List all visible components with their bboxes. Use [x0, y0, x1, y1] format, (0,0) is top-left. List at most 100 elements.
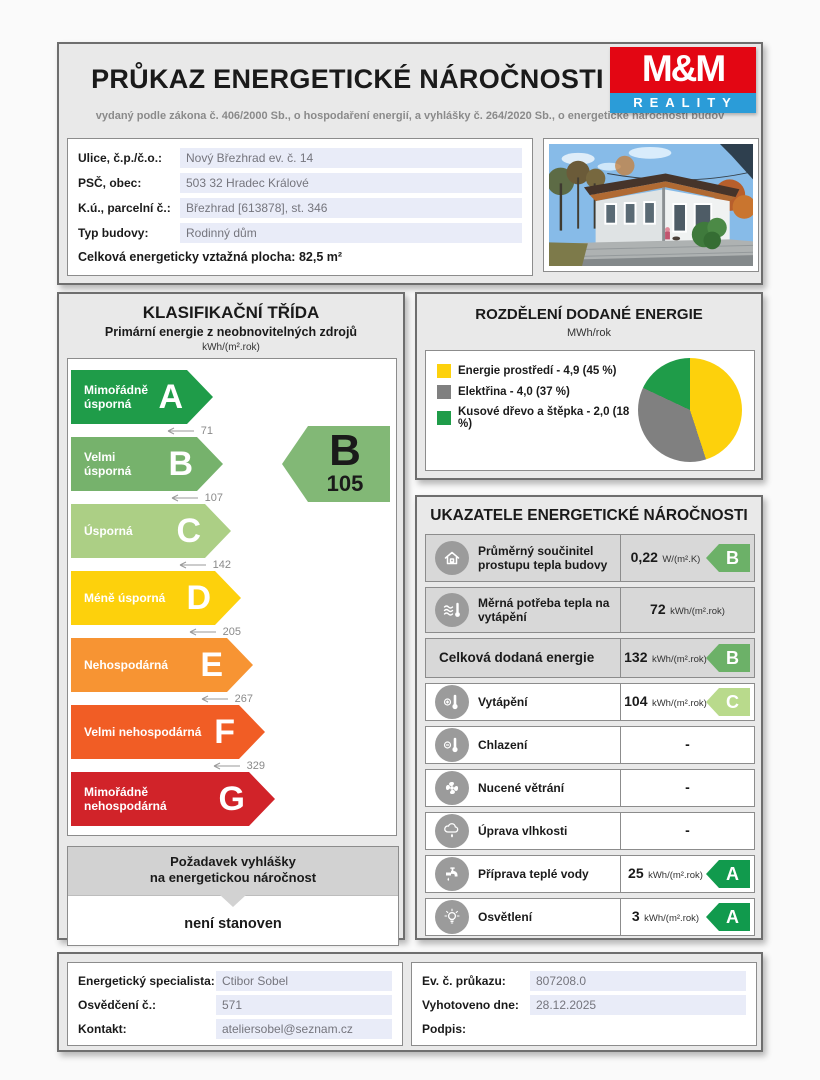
heating-icon: [435, 685, 469, 719]
threshold-row: 107: [71, 491, 223, 504]
signature-value: [530, 1026, 746, 1032]
indicator-row-hot-water: Příprava teplé vody 25 kWh/(m².rok) A: [425, 855, 755, 893]
footer-row: Kontakt: ateliersobel@seznam.cz: [78, 1019, 392, 1039]
registration-box: Ev. č. průkazu: 807208.0 Vyhotoveno dne:…: [411, 962, 757, 1046]
hot-water-icon: [435, 857, 469, 891]
indicator-row-total-energy: Celková dodaná energie 132 kWh/(m².rok) …: [425, 638, 755, 678]
scale-bar-a: Mimořádně úsporná A: [71, 370, 213, 424]
footer: Energetický specialista: Ctibor Sobel Os…: [57, 952, 763, 1052]
address-row: Typ budovy: Rodinný dům: [78, 223, 522, 243]
threshold-arrow-icon: [213, 762, 240, 769]
footer-row: Energetický specialista: Ctibor Sobel: [78, 971, 392, 991]
classification-title: KLASIFIKAČNÍ TŘÍDA: [142, 303, 320, 322]
scale-bar-d: Méně úsporná D: [71, 571, 241, 625]
specialist-name-value: Ctibor Sobel: [216, 971, 392, 991]
building-type-value: Rodinný dům: [180, 223, 522, 243]
footer-row: Podpis:: [422, 1019, 746, 1039]
rating-arrow: B 105: [282, 426, 390, 502]
parcel-value: Březhrad [613878], st. 346: [180, 198, 522, 218]
requirement-box: Požadavek vyhlášky na energetickou nároč…: [67, 846, 399, 946]
footer-row: Ev. č. průkazu: 807208.0: [422, 971, 746, 991]
threshold-arrow-icon: [171, 494, 198, 501]
building-heat-transfer-icon: [435, 541, 469, 575]
energy-scale: Mimořádně úsporná A 71 Velmi úsporná B 1…: [67, 358, 397, 836]
classification-unit: kWh/(m².rok): [202, 342, 260, 353]
indicator-row-cooling: Chlazení -: [425, 726, 755, 764]
grade-badge: B: [706, 544, 750, 572]
cooling-icon: [435, 728, 469, 762]
address-row: PSČ, obec: 503 32 Hradec Králové: [78, 173, 522, 193]
indicator-value: 104 kWh/(m².rok): [624, 693, 707, 709]
field-label: Typ budovy:: [78, 226, 149, 240]
rating-letter: B: [329, 426, 361, 476]
threshold-row: 329: [71, 759, 265, 772]
threshold-row: 71: [71, 424, 213, 437]
classification-panel: KLASIFIKAČNÍ TŘÍDA Primární energie z ne…: [57, 292, 405, 946]
address-row: K.ú., parcelní č.: Březhrad [613878], st…: [78, 198, 522, 218]
legend-item: Energie prostředí - 4,9 (45 %): [437, 364, 638, 378]
legend-item: Elektřina - 4,0 (37 %): [437, 385, 638, 399]
legend-swatch-yellow: [437, 364, 451, 378]
logo-mm-text: M&M: [610, 47, 756, 93]
indicator-value: 132 kWh/(m².rok): [624, 649, 707, 665]
threshold-arrow-icon: [201, 695, 228, 702]
reference-area-line: Celková energeticky vztažná plocha: 82,5…: [78, 250, 522, 264]
logo-reality-text: REALITY: [610, 93, 756, 113]
delivered-energy-unit: MWh/rok: [567, 327, 611, 339]
indicator-row-ventilation: Nucené větrání -: [425, 769, 755, 807]
grade-badge: A: [706, 860, 750, 888]
indicator-row-humidity: Úprava vlhkosti -: [425, 812, 755, 850]
ventilation-icon: [435, 771, 469, 805]
indicator-value: -: [685, 822, 690, 838]
building-photo: [543, 138, 759, 272]
indicators-title: UKAZATELE ENERGETICKÉ NÁROČNOSTI: [430, 507, 748, 524]
rating-value: 105: [326, 470, 364, 496]
specialist-box: Energetický specialista: Ctibor Sobel Os…: [67, 962, 403, 1046]
certificate-id-value: 807208.0: [530, 971, 746, 991]
energy-pie: [638, 358, 742, 462]
threshold-arrow-icon: [167, 427, 194, 434]
grade-badge: B: [706, 644, 750, 672]
scale-bar-f: Velmi nehospodárná F: [71, 705, 265, 759]
header: PRŮKAZ ENERGETICKÉ NÁROČNOSTI BUDOVY vyd…: [57, 42, 763, 285]
mm-reality-logo: M&M REALITY: [610, 47, 756, 113]
city-value: 503 32 Hradec Králové: [180, 173, 522, 193]
pie-legend: Energie prostředí - 4,9 (45 %) Elektřina…: [426, 351, 638, 437]
footer-row: Osvědčení č.: 571: [78, 995, 392, 1015]
indicator-row-lighting: Osvětlení 3 kWh/(m².rok) A: [425, 898, 755, 936]
legend-swatch-gray: [437, 385, 451, 399]
grade-badge: C: [706, 688, 750, 716]
scale-bar-e: Nehospodárná E: [71, 638, 253, 692]
indicator-value: 3 kWh/(m².rok): [631, 908, 700, 924]
delivered-energy-chart-box: Energie prostředí - 4,9 (45 %) Elektřina…: [425, 350, 755, 471]
legend-swatch-green: [437, 411, 451, 425]
street-value: Nový Březhrad ev. č. 14: [180, 148, 522, 168]
issue-date-value: 28.12.2025: [530, 995, 746, 1015]
threshold-row: 267: [71, 692, 253, 705]
legend-item: Kusové dřevo a štěpka - 2,0 (18 %): [437, 406, 638, 430]
requirement-title: Požadavek vyhlášky na energetickou nároč…: [68, 847, 398, 896]
scale-bar-b: Velmi úsporná B: [71, 437, 223, 491]
requirement-value: není stanoven: [184, 915, 282, 932]
heat-demand-icon: [435, 593, 469, 627]
threshold-arrow-icon: [189, 628, 216, 635]
humidity-icon: [435, 814, 469, 848]
indicator-row-heating: Vytápění 104 kWh/(m².rok) C: [425, 683, 755, 721]
grade-badge: A: [706, 903, 750, 931]
scale-bar-g: Mimořádně nehospodárná G: [71, 772, 275, 826]
building-info-box: Ulice, č.p./č.o.: Nový Březhrad ev. č. 1…: [67, 138, 533, 276]
area-label: Celková energeticky vztažná plocha:: [78, 250, 296, 264]
indicator-row-heat-demand: Měrná potřeba tepla na vytápění 72 kWh/(…: [425, 587, 755, 633]
indicator-row-heat-transfer: Průměrný součinitel prostupu tepla budov…: [425, 534, 755, 582]
threshold-row: 205: [71, 625, 241, 638]
delivered-energy-title: ROZDĚLENÍ DODANÉ ENERGIE: [475, 306, 703, 323]
footer-row: Vyhotoveno dne: 28.12.2025: [422, 995, 746, 1015]
indicator-value: -: [685, 736, 690, 752]
indicator-value: 72 kWh/(m².rok): [650, 601, 725, 617]
delivered-energy-panel: ROZDĚLENÍ DODANÉ ENERGIE MWh/rok Energie…: [415, 292, 763, 480]
contact-value: ateliersobel@seznam.cz: [216, 1019, 392, 1039]
threshold-row: 142: [71, 558, 231, 571]
certificate-number-value: 571: [216, 995, 392, 1015]
area-value: 82,5 m²: [298, 250, 343, 264]
